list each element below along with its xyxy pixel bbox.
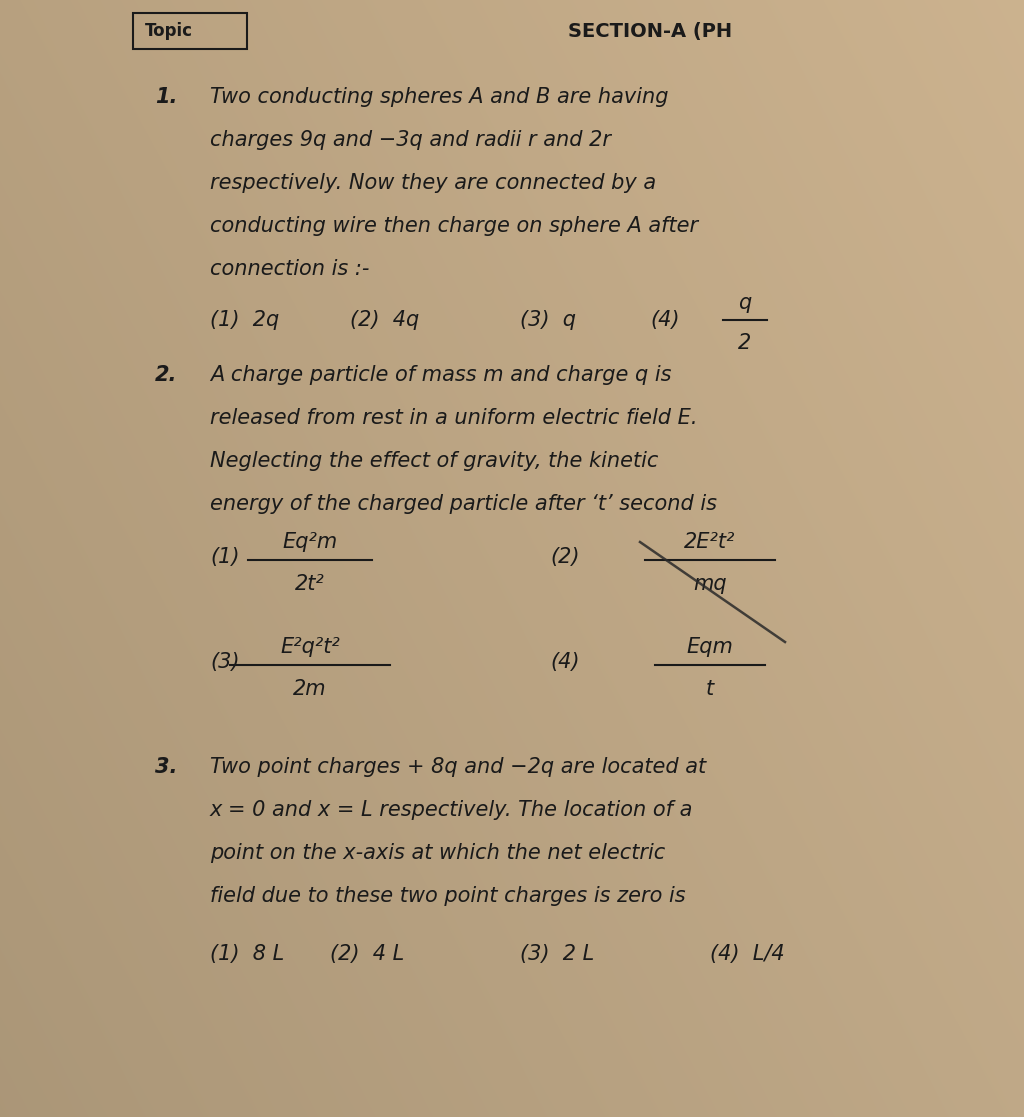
Text: (4): (4) (650, 311, 680, 330)
Text: point on the x-axis at which the net electric: point on the x-axis at which the net ele… (210, 843, 666, 863)
Text: A charge particle of mass m and charge q is: A charge particle of mass m and charge q… (210, 365, 672, 385)
Text: Eqm: Eqm (686, 637, 733, 657)
Text: field due to these two point charges is zero is: field due to these two point charges is … (210, 886, 686, 906)
Text: mq: mq (693, 574, 727, 594)
Text: (2)  4 L: (2) 4 L (330, 944, 404, 964)
Text: (1)  8 L: (1) 8 L (210, 944, 285, 964)
Text: (2): (2) (550, 547, 580, 567)
Text: SECTION-A (PH: SECTION-A (PH (568, 21, 732, 40)
Text: Eq²m: Eq²m (283, 532, 338, 552)
Text: conducting wire then charge on sphere A after: conducting wire then charge on sphere A … (210, 216, 698, 236)
Text: charges 9q and −3q and radii r and 2r: charges 9q and −3q and radii r and 2r (210, 130, 611, 150)
Text: released from rest in a uniform electric field E.: released from rest in a uniform electric… (210, 408, 697, 428)
Text: 2m: 2m (293, 679, 327, 699)
Text: Neglecting the effect of gravity, the kinetic: Neglecting the effect of gravity, the ki… (210, 451, 658, 471)
Text: connection is :-: connection is :- (210, 259, 370, 279)
Text: 2: 2 (738, 333, 752, 353)
Text: (1): (1) (210, 547, 240, 567)
Text: t: t (706, 679, 714, 699)
Text: energy of the charged particle after ‘t’ second is: energy of the charged particle after ‘t’… (210, 494, 717, 514)
Text: (4): (4) (550, 652, 580, 672)
Text: (1)  2q: (1) 2q (210, 311, 280, 330)
Text: Two point charges + 8q and −2q are located at: Two point charges + 8q and −2q are locat… (210, 757, 707, 777)
Text: 2.: 2. (155, 365, 177, 385)
Text: Topic: Topic (145, 22, 193, 40)
Text: Two conducting spheres A and B are having: Two conducting spheres A and B are havin… (210, 87, 669, 107)
Text: (3)  q: (3) q (520, 311, 575, 330)
Text: 3.: 3. (155, 757, 177, 777)
Text: 2E²t²: 2E²t² (684, 532, 735, 552)
Text: (3)  2 L: (3) 2 L (520, 944, 594, 964)
Text: (2)  4q: (2) 4q (350, 311, 419, 330)
Text: (3): (3) (210, 652, 240, 672)
Text: q: q (738, 293, 752, 313)
Text: 2t²: 2t² (295, 574, 325, 594)
Text: respectively. Now they are connected by a: respectively. Now they are connected by … (210, 173, 656, 193)
Text: E²q²t²: E²q²t² (281, 637, 340, 657)
Text: 1.: 1. (155, 87, 177, 107)
Text: (4)  L/4: (4) L/4 (710, 944, 784, 964)
Text: x = 0 and x = L respectively. The location of a: x = 0 and x = L respectively. The locati… (210, 800, 693, 820)
